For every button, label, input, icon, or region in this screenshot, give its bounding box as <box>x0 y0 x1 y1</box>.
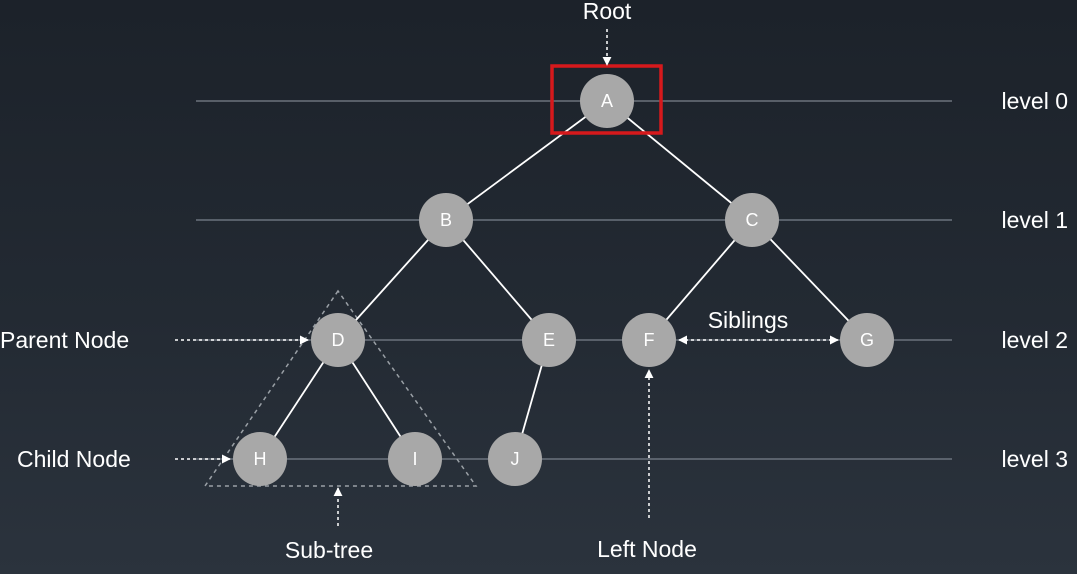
edge-c-g <box>751 219 868 341</box>
node-f: F <box>622 313 676 367</box>
node-i: I <box>388 432 442 486</box>
level-label-1: level 1 <box>1002 207 1068 233</box>
node-circle <box>622 313 676 367</box>
node-circle <box>725 193 779 247</box>
subtree-triangle <box>203 289 478 487</box>
node-label: F <box>644 330 655 350</box>
node-circle <box>840 313 894 367</box>
parent-node-label: Parent Node <box>0 327 129 353</box>
node-d: D <box>311 313 365 367</box>
node-label: H <box>254 449 267 469</box>
node-label: G <box>860 330 874 350</box>
node-label: C <box>746 210 759 230</box>
sub-tree-label: Sub-tree <box>285 537 373 563</box>
siblings-label: Siblings <box>708 307 789 333</box>
edge-a-b <box>445 100 608 221</box>
node-circle <box>311 313 365 367</box>
node-label: A <box>601 91 613 111</box>
left-node-label: Left Node <box>597 536 697 562</box>
node-j: J <box>488 432 542 486</box>
node-label: E <box>543 330 555 350</box>
edge-a-c <box>606 100 753 221</box>
tree-edges <box>259 100 868 460</box>
node-a: A <box>580 74 634 128</box>
node-label: D <box>332 330 345 350</box>
root-label: Root <box>583 0 632 24</box>
level-label-3: level 3 <box>1002 446 1068 472</box>
level-label-0: level 0 <box>1002 88 1068 114</box>
node-label: B <box>440 210 452 230</box>
level-labels: level 0 level 1 level 2 level 3 <box>1002 88 1068 472</box>
node-b: B <box>419 193 473 247</box>
tree-nodes: A B C D E F G H I J <box>233 74 894 486</box>
node-circle <box>580 74 634 128</box>
node-circle <box>233 432 287 486</box>
child-node-label: Child Node <box>17 446 131 472</box>
node-h: H <box>233 432 287 486</box>
node-circle <box>488 432 542 486</box>
node-label: I <box>412 449 417 469</box>
node-circle <box>419 193 473 247</box>
node-circle <box>388 432 442 486</box>
node-e: E <box>522 313 576 367</box>
node-circle <box>522 313 576 367</box>
node-label: J <box>511 449 520 469</box>
node-g: G <box>840 313 894 367</box>
node-c: C <box>725 193 779 247</box>
annotations: Root Parent Node Child Node Sub-tree Lef… <box>0 0 839 563</box>
level-lines <box>196 100 952 460</box>
level-label-2: level 2 <box>1002 327 1068 353</box>
root-highlight-box <box>550 64 663 135</box>
